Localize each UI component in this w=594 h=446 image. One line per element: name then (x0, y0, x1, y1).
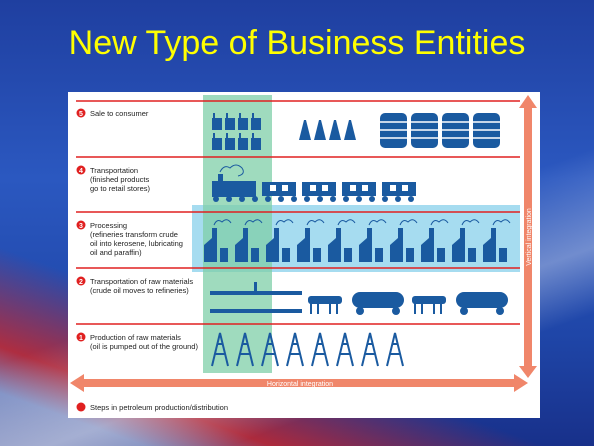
can-icon (251, 138, 261, 150)
wheel (252, 196, 258, 202)
car-window (310, 185, 316, 191)
step-label: go to retail stores) (90, 184, 151, 193)
legend-label: Steps in petroleum production/distributi… (90, 403, 228, 412)
car-window (270, 185, 276, 191)
step-number: 5 (79, 111, 83, 118)
step-number: 2 (79, 279, 83, 286)
pipe (210, 309, 302, 313)
loco-chimney (218, 174, 223, 182)
train-car (262, 182, 296, 196)
axis-label: Horizontal integration (267, 381, 333, 388)
step-number: 1 (79, 335, 83, 342)
wheel (291, 196, 297, 202)
step-label: (oil is pumped out of the ground) (90, 342, 198, 351)
wheel (226, 196, 232, 202)
can-icon (212, 118, 222, 130)
wheel (304, 196, 310, 202)
can-icon (251, 118, 261, 130)
axis-label: Vertical integration (526, 208, 533, 266)
horse (412, 296, 446, 304)
horse (308, 296, 342, 304)
car-window (402, 185, 408, 191)
wheel (369, 196, 375, 202)
wheel (356, 196, 362, 202)
step-label: Transportation (90, 166, 138, 175)
slide: New Type of Business Entities 5Sale to c… (0, 0, 594, 446)
can-spout (213, 133, 215, 138)
step-label: (crude oil moves to refineries) (90, 286, 189, 295)
wheel (330, 196, 336, 202)
car-window (350, 185, 356, 191)
car-window (322, 185, 328, 191)
step-label: Transportation of raw materials (90, 277, 193, 286)
can-spout (226, 133, 228, 138)
step-label: oil and paraffin) (90, 248, 142, 257)
legend-dot (77, 403, 86, 412)
step-label: (refineries transform crude (90, 230, 178, 239)
train-car (342, 182, 376, 196)
locomotive (212, 181, 256, 197)
can-icon (212, 138, 222, 150)
train-car (302, 182, 336, 196)
can-spout (239, 113, 241, 118)
step-number: 4 (79, 168, 83, 175)
can-icon (225, 118, 235, 130)
wheel (265, 196, 271, 202)
step-label: Processing (90, 221, 127, 230)
wheel (408, 196, 414, 202)
can-spout (213, 113, 215, 118)
step-label: Production of raw materials (90, 333, 181, 342)
wheel (356, 307, 364, 315)
step-number: 3 (79, 223, 83, 230)
wheel (213, 196, 219, 202)
car-window (282, 185, 288, 191)
can-icon (238, 118, 248, 130)
pipe (210, 291, 302, 295)
tank-wagon (352, 292, 404, 308)
car-window (362, 185, 368, 191)
step-label: oil into kerosene, lubricating (90, 239, 183, 248)
step-label: (finished products (90, 175, 149, 184)
wheel (382, 196, 388, 202)
wheel (317, 196, 323, 202)
wheel (460, 307, 468, 315)
wheel (343, 196, 349, 202)
can-spout (226, 113, 228, 118)
car-window (390, 185, 396, 191)
wheel (496, 307, 504, 315)
diagram: 5 Sale to consumer 4 Transportation(finishe… (0, 0, 594, 446)
train-car (382, 182, 416, 196)
wheel (239, 196, 245, 202)
wheel (395, 196, 401, 202)
valve (254, 282, 257, 291)
can-spout (239, 133, 241, 138)
can-spout (252, 133, 254, 138)
can-spout (252, 113, 254, 118)
can-icon (238, 138, 248, 150)
can-icon (225, 138, 235, 150)
wheel (392, 307, 400, 315)
step-label: Sale to consumer (90, 109, 149, 118)
wheel (278, 196, 284, 202)
tank-wagon (456, 292, 508, 308)
